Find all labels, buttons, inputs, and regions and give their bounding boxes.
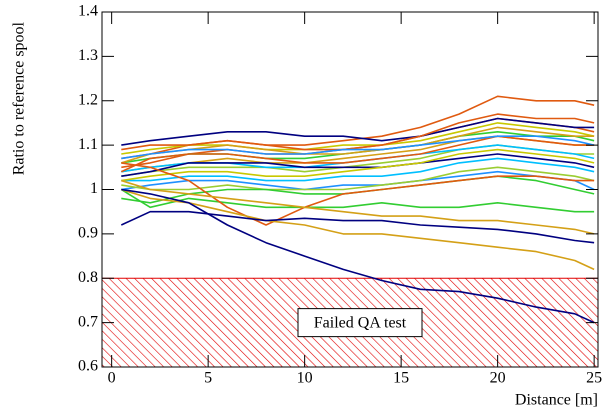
x-axis-label: Distance [m]: [515, 392, 598, 409]
series-line: [121, 148, 595, 182]
series-line: [121, 188, 595, 324]
x-tick-label: 0: [108, 370, 116, 387]
y-tick-label: 1.4: [78, 3, 98, 20]
x-tick-label: 25: [586, 370, 602, 387]
series-line: [121, 179, 595, 235]
y-tick-label: 0.6: [78, 358, 98, 375]
y-tick-label: 0.8: [78, 269, 98, 286]
x-tick-label: 15: [393, 370, 409, 387]
series-line: [120, 210, 595, 244]
x-tick-label: 5: [204, 370, 212, 387]
annotation: Failed QA test: [314, 314, 407, 331]
y-tick-label: 1.1: [78, 136, 98, 153]
series-line: [121, 113, 595, 151]
series-line: [121, 162, 595, 226]
y-axis-label: Ratio to reference spool: [11, 21, 28, 175]
y-tick-label: 1.2: [78, 91, 98, 108]
series-line: [121, 135, 595, 160]
series-line: [120, 188, 595, 213]
series-line: [121, 188, 595, 271]
series-line: [121, 170, 595, 191]
y-tick-label: 1: [90, 180, 98, 197]
series-line: [121, 157, 595, 182]
plot-area: [102, 95, 598, 367]
series-line: [121, 166, 595, 191]
y-tick-label: 0.9: [78, 225, 98, 242]
y-tick-label: 0.7: [78, 313, 98, 330]
x-tick-label: 10: [297, 370, 313, 387]
annotation-box: [297, 308, 423, 338]
y-tick-label: 1.3: [78, 47, 98, 64]
x-tick-label: 20: [490, 370, 506, 387]
series-line: [121, 153, 595, 177]
series-line: [120, 135, 595, 173]
series-line: [121, 117, 595, 146]
